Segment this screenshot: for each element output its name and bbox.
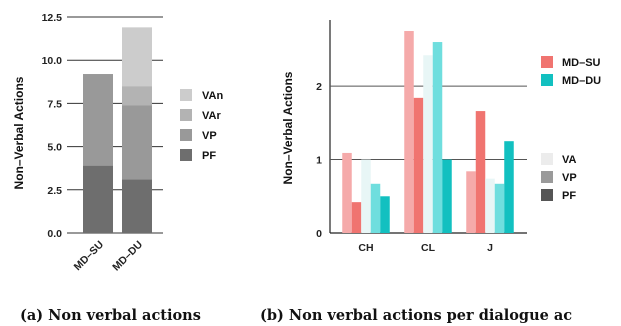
legend-label: VAn bbox=[202, 90, 223, 102]
chart-b-x-ticks: CH CL J bbox=[358, 242, 493, 254]
y-tick-label: 0.0 bbox=[47, 228, 62, 240]
bar-mdsu-vp bbox=[351, 202, 362, 233]
bar-mdsu-va bbox=[342, 152, 352, 233]
legend-swatch bbox=[180, 129, 192, 141]
legend-swatch bbox=[541, 56, 553, 68]
legend-label: VAr bbox=[202, 110, 221, 122]
bar-mddu-va bbox=[423, 55, 433, 233]
chart-b-caption: (b) Non verbal actions per dialogue ac bbox=[260, 307, 572, 324]
legend-swatch bbox=[180, 89, 192, 101]
chart-b: 0 1 2 CH CL J Non–Verbal Actions MD–SU MD–DU V… bbox=[260, 20, 601, 324]
bar-mddu-pf bbox=[504, 141, 514, 233]
bar-mddu-va bbox=[485, 178, 495, 233]
x-tick-label: J bbox=[487, 242, 493, 254]
chart-a-bars bbox=[83, 27, 152, 233]
chart-a: 0.0 2.5 5.0 7.5 10.0 12.5 MD–SU MD–DU Non–Verb… bbox=[12, 12, 223, 324]
bar-segment-var bbox=[122, 86, 152, 106]
legend-label: VA bbox=[562, 154, 577, 166]
legend-label: MD–DU bbox=[562, 75, 601, 87]
chart-b-y-ticks: 0 1 2 bbox=[316, 81, 322, 240]
x-tick-label: MD–SU bbox=[72, 239, 106, 273]
chart-a-y-axis-label: Non–Verbal Actions bbox=[12, 76, 26, 189]
y-tick-label: 2.5 bbox=[47, 185, 62, 197]
bar-mddu-pf bbox=[442, 159, 452, 233]
bar-mdsu-va bbox=[404, 31, 414, 233]
legend-swatch bbox=[541, 189, 553, 201]
chart-b-y-axis-label: Non–Verbal Actions bbox=[281, 71, 295, 184]
chart-a-caption: (a) Non verbal actions bbox=[20, 307, 201, 324]
legend-label: MD–SU bbox=[562, 57, 601, 69]
legend-swatch bbox=[541, 171, 553, 183]
y-tick-label: 7.5 bbox=[47, 98, 62, 110]
y-tick-label: 5.0 bbox=[47, 142, 62, 154]
chart-b-bars bbox=[342, 31, 514, 234]
x-tick-label: CH bbox=[358, 242, 373, 254]
y-tick-label: 2 bbox=[316, 81, 322, 93]
legend-swatch bbox=[180, 109, 192, 121]
chart-b-legend: MD–SU MD–DU VA VP PF bbox=[541, 56, 601, 202]
chart-a-x-ticks: MD–SU MD–DU bbox=[72, 239, 145, 274]
bar-mddu-vp bbox=[494, 183, 505, 233]
y-tick-label: 12.5 bbox=[42, 12, 63, 24]
legend-swatch bbox=[541, 153, 553, 165]
legend-swatch bbox=[180, 149, 192, 161]
bar-mdsu-va bbox=[466, 171, 476, 233]
bar-segment-pf bbox=[122, 179, 152, 233]
y-tick-label: 0 bbox=[316, 228, 322, 240]
chart-a-y-ticks: 0.0 2.5 5.0 7.5 10.0 12.5 bbox=[42, 12, 63, 240]
y-tick-label: 10.0 bbox=[42, 55, 63, 67]
y-tick-label: 1 bbox=[316, 155, 322, 167]
bar-mdsu-vp bbox=[413, 97, 424, 234]
bar-mddu-vp bbox=[432, 42, 443, 233]
legend-label: PF bbox=[202, 150, 216, 162]
bar-mddu-va bbox=[361, 159, 371, 233]
bar-segment-vp bbox=[83, 74, 113, 166]
x-tick-label: MD–DU bbox=[110, 239, 145, 274]
legend-label: PF bbox=[562, 190, 576, 202]
legend-label: VP bbox=[562, 172, 577, 184]
bar-segment-van bbox=[122, 27, 152, 87]
bar-mdsu-vp bbox=[475, 111, 486, 233]
x-tick-label: CL bbox=[421, 242, 436, 254]
bar-segment-vp bbox=[122, 105, 152, 180]
legend-label: VP bbox=[202, 130, 217, 142]
legend-swatch bbox=[541, 74, 553, 86]
chart-a-legend: VAn VAr VP PF bbox=[180, 89, 223, 162]
bar-mddu-pf bbox=[380, 196, 390, 233]
bar-segment-pf bbox=[83, 165, 113, 233]
bar-mddu-vp bbox=[370, 183, 381, 233]
